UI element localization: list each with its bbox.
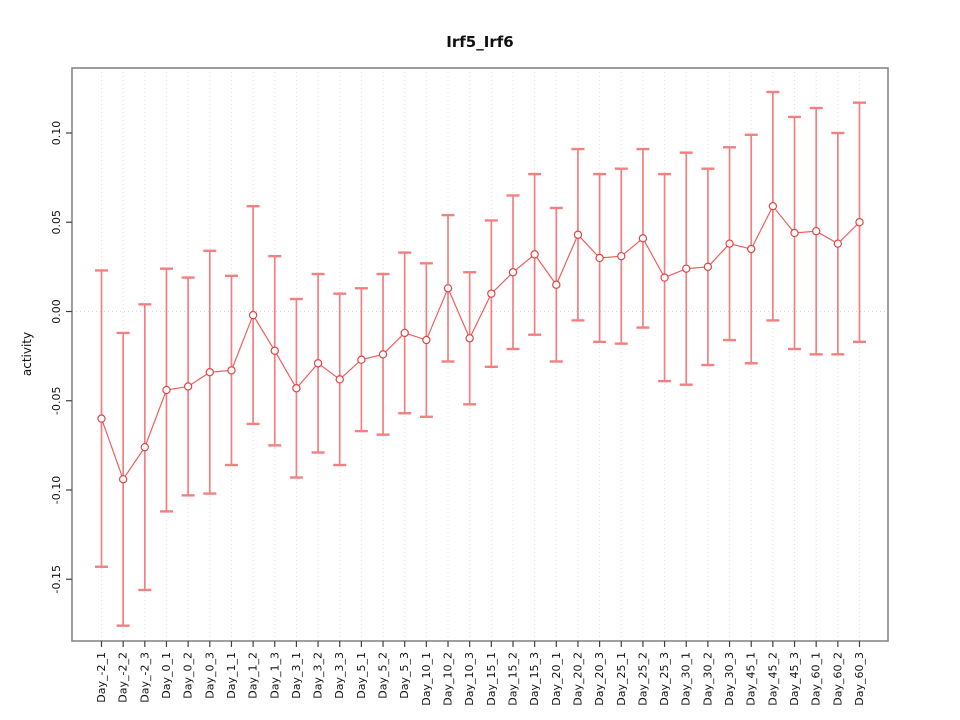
data-point-marker (205, 367, 214, 377)
x-tick-label: Day_30_3 (723, 652, 736, 706)
x-tick-label: Day_5_3 (398, 652, 411, 699)
data-point-marker (573, 230, 583, 239)
y-tick-label: 0.10 (50, 121, 63, 146)
data-point-marker (162, 385, 171, 395)
data-point-marker (660, 273, 669, 282)
data-point-marker (790, 228, 799, 238)
x-tick-label: Day_1_3 (268, 652, 281, 699)
data-point-marker (725, 239, 734, 248)
x-tick-label: Day_-2_2 (117, 652, 130, 703)
x-tick-label: Day_5_2 (377, 652, 390, 699)
data-point-marker (292, 384, 301, 393)
x-tick-label: Day_3_3 (333, 652, 346, 699)
data-point-marker (270, 346, 279, 355)
data-point-marker (530, 250, 539, 259)
x-tick-label: Day_0_1 (160, 652, 173, 699)
data-point-marker (811, 226, 821, 236)
x-tick-label: Day_15_3 (528, 652, 541, 706)
x-tick-label: Day_0_2 (182, 652, 195, 699)
x-tick-label: Day_10_2 (442, 652, 455, 706)
data-point-marker (747, 244, 756, 254)
data-point-marker (400, 328, 409, 338)
x-tick-label: Day_10_3 (463, 652, 476, 706)
x-tick-label: Day_60_2 (831, 652, 844, 706)
data-point-marker (378, 350, 388, 359)
data-point-marker (617, 251, 626, 261)
x-tick-label: Day_0_3 (203, 652, 216, 699)
x-tick-label: Day_-2_1 (95, 652, 108, 703)
x-tick-label: Day_60_3 (853, 652, 866, 706)
x-tick-label: Day_20_2 (571, 652, 584, 706)
data-point-marker (183, 382, 193, 391)
data-point-marker (227, 366, 236, 375)
x-tick-label: Day_3_1 (290, 652, 303, 699)
x-tick-label: Day_15_1 (485, 652, 498, 706)
x-tick-label: Day_45_1 (745, 652, 758, 706)
chart-title: Irf5_Irf6 (446, 33, 513, 51)
plot-box (71, 67, 889, 642)
label-layer: Irf5_Irf6 activity 0.10 0.05 0.00 -0.05 -0.1… (20, 33, 866, 706)
y-tick-label: -0.05 (50, 387, 63, 415)
data-point-marker (508, 268, 518, 277)
data-layer (95, 90, 866, 627)
y-tick-label: -0.10 (50, 476, 63, 504)
data-point-marker (97, 414, 106, 423)
y-tick-label: -0.15 (50, 565, 63, 593)
x-tick-label: Day_3_2 (312, 652, 325, 699)
data-point-marker (465, 334, 474, 343)
data-point-marker (682, 264, 691, 273)
data-point-marker (118, 475, 128, 484)
data-point-marker (855, 218, 864, 227)
x-tick-label: Day_45_2 (766, 652, 779, 706)
x-tick-label: Day_60_1 (810, 652, 823, 706)
data-point-marker (313, 359, 323, 368)
data-point-marker (703, 262, 713, 272)
x-tick-label: Day_5_1 (355, 652, 368, 699)
x-tick-label: Day_15_2 (506, 652, 519, 706)
x-tick-label: Day_20_3 (593, 652, 606, 706)
x-tick-label: Day_25_1 (615, 652, 628, 706)
x-tick-label: Day_45_3 (788, 652, 801, 706)
data-point-marker (422, 335, 431, 345)
x-tick-label: Day_1_1 (225, 652, 238, 699)
y-tick-label: 0.05 (50, 210, 63, 235)
data-point-marker (833, 239, 843, 248)
data-point-marker (638, 234, 648, 243)
x-tick-label: Day_1_2 (247, 652, 260, 699)
x-tick-label: Day_30_2 (701, 652, 714, 706)
x-tick-label: Day_25_2 (636, 652, 649, 706)
data-point-marker (768, 201, 778, 211)
data-point-marker (335, 375, 344, 384)
x-tick-label: Day_30_1 (680, 652, 693, 706)
data-point-marker (357, 355, 366, 364)
y-tick-label: 0.00 (50, 299, 63, 324)
grid-layer (72, 68, 888, 641)
x-tick-label: Day_20_1 (550, 652, 563, 706)
data-point-marker (140, 442, 150, 452)
data-point-marker (248, 310, 258, 320)
data-point-marker (552, 280, 561, 289)
data-point-marker (487, 289, 496, 298)
plot-frame (66, 67, 889, 647)
data-point-marker (443, 284, 453, 293)
x-tick-label: Day_10_1 (420, 652, 433, 706)
series-line (100, 205, 860, 481)
data-point-marker (595, 253, 604, 263)
x-tick-label: Day_25_3 (658, 652, 671, 706)
x-tick-label: Day_-2_3 (138, 652, 151, 703)
y-axis-label: activity (20, 332, 34, 376)
